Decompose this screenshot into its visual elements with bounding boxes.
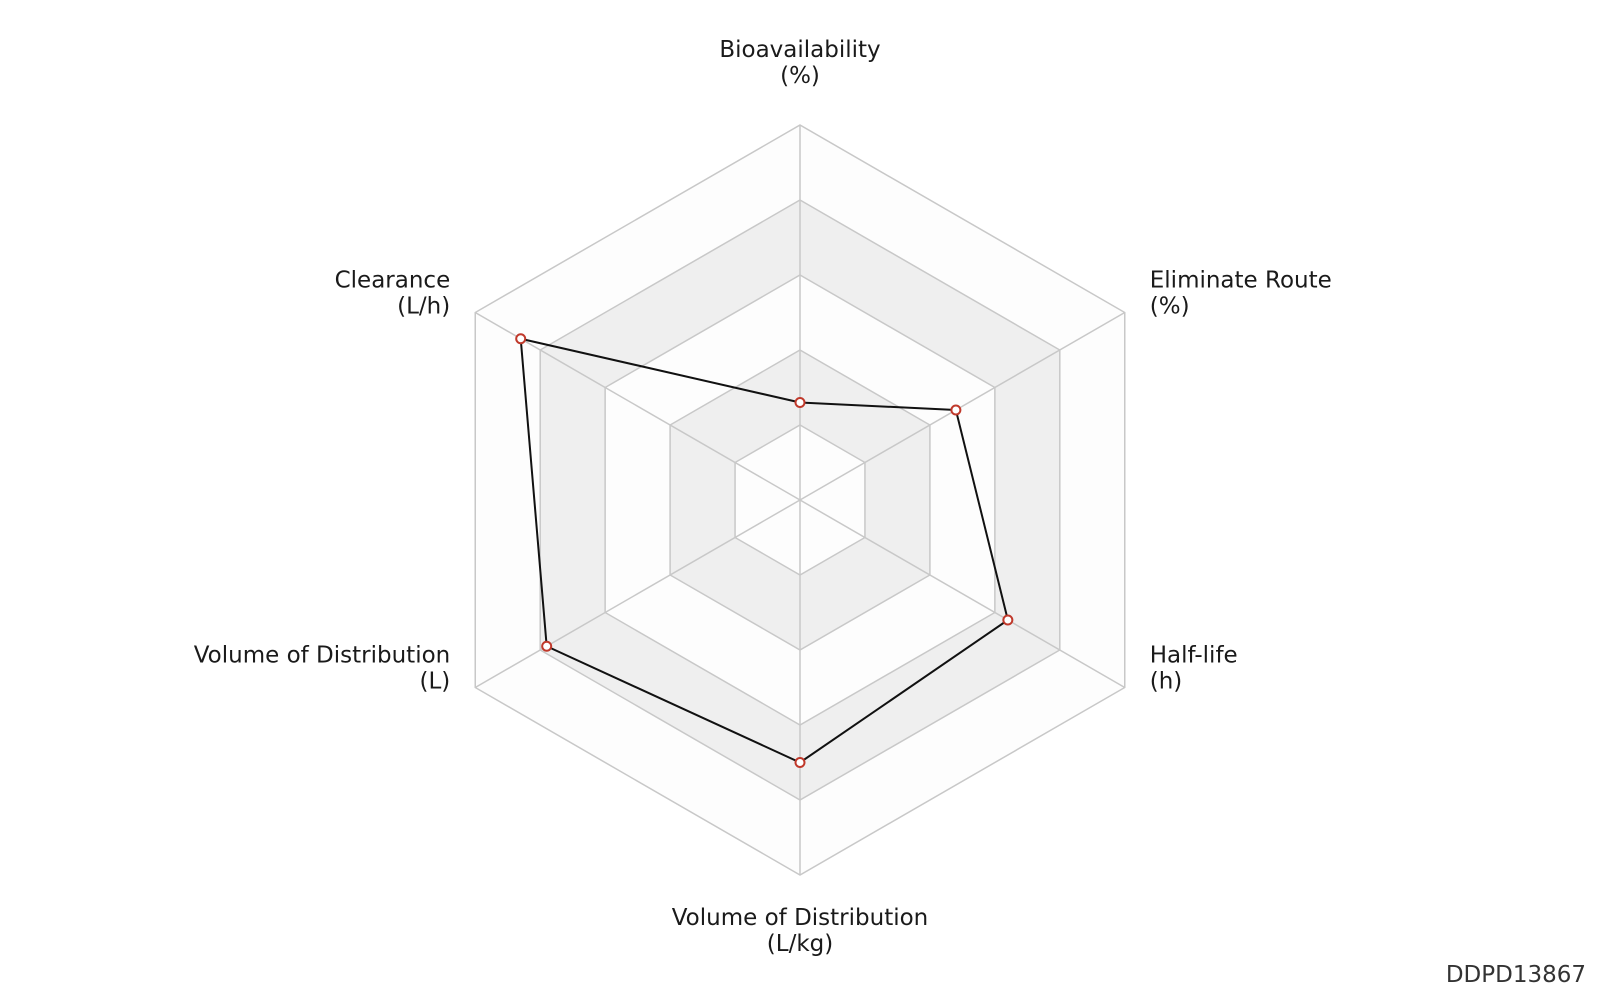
data-point-4 [541,640,553,652]
axis-label-4: Volume of Distribution (L) [194,643,451,695]
axis-label-name-0: Bioavailability [719,37,880,63]
axis-label-unit-5: (L/h) [397,294,450,320]
axis-label-unit-3: (L/kg) [767,931,833,957]
axis-label-unit-4: (L) [419,669,450,695]
data-point-1 [950,404,962,416]
axis-spoke-5 [474,311,801,501]
axis-label-unit-1: (%) [1150,294,1190,320]
axis-label-name-4: Volume of Distribution [194,643,451,669]
axis-label-name-3: Volume of Distribution [672,905,929,931]
axis-spoke-1 [799,311,1126,501]
chart-id-label: DDPD13867 [1445,962,1586,988]
axis-labels: Bioavailability (%)Eliminate Route (%)Half… [194,37,1332,957]
axis-label-3: Volume of Distribution (L/kg) [672,905,929,957]
data-point-0 [794,397,806,408]
axis-label-unit-0: (%) [780,63,820,89]
axis-spokes [474,125,1126,875]
axis-label-name-5: Clearance [335,268,451,294]
axis-spoke-2 [799,499,1126,689]
axis-label-unit-2: (h) [1150,669,1183,695]
axis-label-name-1: Eliminate Route [1150,268,1332,294]
axis-label-0: Bioavailability (%) [719,37,880,89]
data-point-5 [515,333,527,345]
axis-spoke-4 [474,499,801,689]
axis-label-name-2: Half-life [1150,643,1238,669]
axis-label-1: Eliminate Route (%) [1150,268,1332,320]
axis-label-5: Clearance (L/h) [335,268,451,320]
series-layer [515,333,1014,768]
data-point-2 [1002,614,1014,626]
axis-label-2: Half-life (h) [1150,643,1238,695]
data-point-3 [794,757,806,768]
